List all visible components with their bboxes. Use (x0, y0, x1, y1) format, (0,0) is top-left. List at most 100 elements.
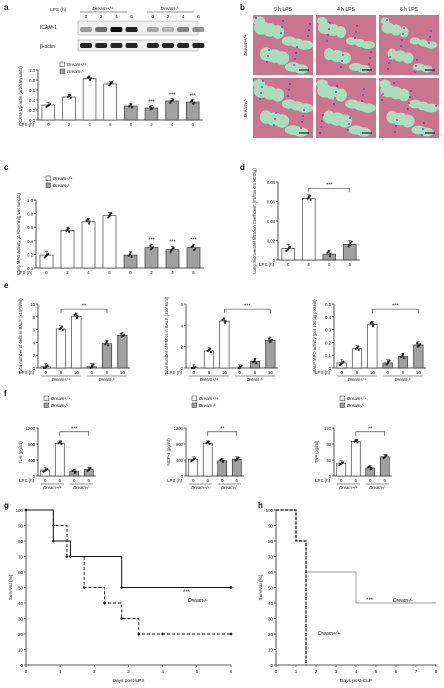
y-axis-label: Survival (%) (258, 574, 264, 600)
nucleus (435, 105, 437, 107)
data-point (61, 328, 64, 332)
x-tick-label: 2 (315, 669, 318, 674)
curve-annotation: Dream-/- (393, 598, 413, 604)
significance: ** (82, 304, 87, 310)
data-point (368, 465, 371, 468)
nucleus (342, 54, 344, 56)
significance: *** (244, 304, 251, 310)
data-point (90, 366, 93, 369)
nucleus (416, 59, 418, 61)
blot-band (162, 27, 174, 32)
y-tick-label: 100 (16, 508, 24, 513)
data-point (223, 321, 227, 324)
nucleus (386, 19, 388, 21)
x-tick-label: 0 (47, 122, 50, 127)
nucleus (356, 25, 358, 27)
data-point (68, 230, 71, 233)
histology-image (379, 15, 439, 75)
blot-band (95, 27, 108, 32)
x-tick-label: 0 (369, 478, 372, 483)
panel-letter-g: g (4, 501, 9, 510)
survival-curve (276, 509, 436, 604)
genotype-ko: Dream-/- (369, 485, 386, 490)
data-point (45, 468, 49, 471)
x-tick-label: 8 (435, 669, 438, 674)
bar (62, 96, 76, 121)
histology-column-label: 0 h LPS (274, 7, 292, 13)
x-tick-label: 0 (45, 270, 48, 275)
nucleus (273, 124, 275, 126)
x-tick-label: 6 (59, 478, 62, 483)
blot-band (146, 43, 159, 48)
data-point (128, 253, 131, 256)
data-point (357, 345, 360, 348)
legend-label: Dream+/+ (67, 62, 87, 67)
data-point (87, 468, 90, 472)
nucleus (388, 62, 390, 64)
lps-label: LPS (h) (19, 478, 34, 483)
alveolar-space (253, 21, 271, 35)
nucleus (340, 66, 342, 68)
y-tick-label: 0.2 (27, 252, 33, 257)
y-tick-label: 70 (18, 554, 23, 559)
x-tick-label: 2 (150, 270, 153, 275)
x-tick-label: 0 (287, 262, 290, 267)
x-tick-label: 2 (93, 669, 96, 674)
lps-label: LPS (h) (50, 7, 67, 13)
blot-band (110, 27, 123, 32)
y-tick-label: 40 (268, 601, 273, 606)
censor-marker (229, 632, 233, 636)
lps-label: LPS (h) (259, 262, 274, 267)
data-point (388, 359, 391, 362)
y-tick-label: 90 (18, 523, 23, 528)
x-tick-label: 6 (236, 478, 239, 483)
nucleus (341, 60, 343, 62)
y-tick-label: 120 (324, 426, 332, 431)
y-tick-label: 0.06 (267, 200, 276, 205)
nucleus (394, 131, 396, 133)
x-tick-label: 6 (207, 478, 210, 483)
lane-time: 2 (167, 14, 170, 20)
data-point (149, 244, 152, 247)
y-tick-label: 80 (326, 442, 331, 447)
data-point (403, 357, 406, 360)
y-tick-label: 80 (18, 539, 23, 544)
survival-curve (26, 509, 231, 635)
legend-swatch (339, 395, 345, 401)
y-tick-label: 0.4 (29, 98, 35, 103)
blot-band (80, 27, 92, 32)
nucleus (268, 49, 270, 51)
x-tick-label: 4 (171, 270, 174, 275)
nucleus (333, 103, 335, 105)
bar (60, 230, 75, 269)
data-point (342, 360, 345, 363)
alveolar-space (380, 84, 396, 98)
histology-image (379, 78, 439, 138)
curve-annotation: *** (183, 590, 191, 596)
data-point (49, 103, 52, 106)
x-tick-label: 10 (222, 370, 227, 375)
y-tick-label: 0.0 (29, 118, 35, 123)
censor-marker (24, 508, 28, 512)
y-tick-label: 0.4 (27, 239, 33, 244)
y-axis-label: IL-6 (pg/ml) (18, 441, 23, 463)
data-point (383, 456, 386, 459)
data-point (61, 325, 64, 328)
data-point (109, 83, 112, 86)
nucleus (403, 27, 405, 29)
x-tick-label: 0 (328, 262, 331, 267)
nucleus (259, 98, 261, 100)
nucleus (393, 82, 395, 84)
y-tick-label: 1200 (174, 426, 184, 431)
data-point (255, 362, 258, 365)
alveolar-space (324, 48, 334, 60)
y-tick-label: 4 (181, 323, 184, 328)
y-tick-label: 70 (268, 554, 273, 559)
bar (379, 456, 390, 477)
legend-label: Dream-/- (53, 183, 71, 188)
bar (350, 441, 361, 477)
blot-band (110, 43, 123, 48)
alveolar-space (284, 125, 302, 135)
x-tick-label: 0 (25, 669, 28, 674)
data-point (59, 440, 63, 443)
